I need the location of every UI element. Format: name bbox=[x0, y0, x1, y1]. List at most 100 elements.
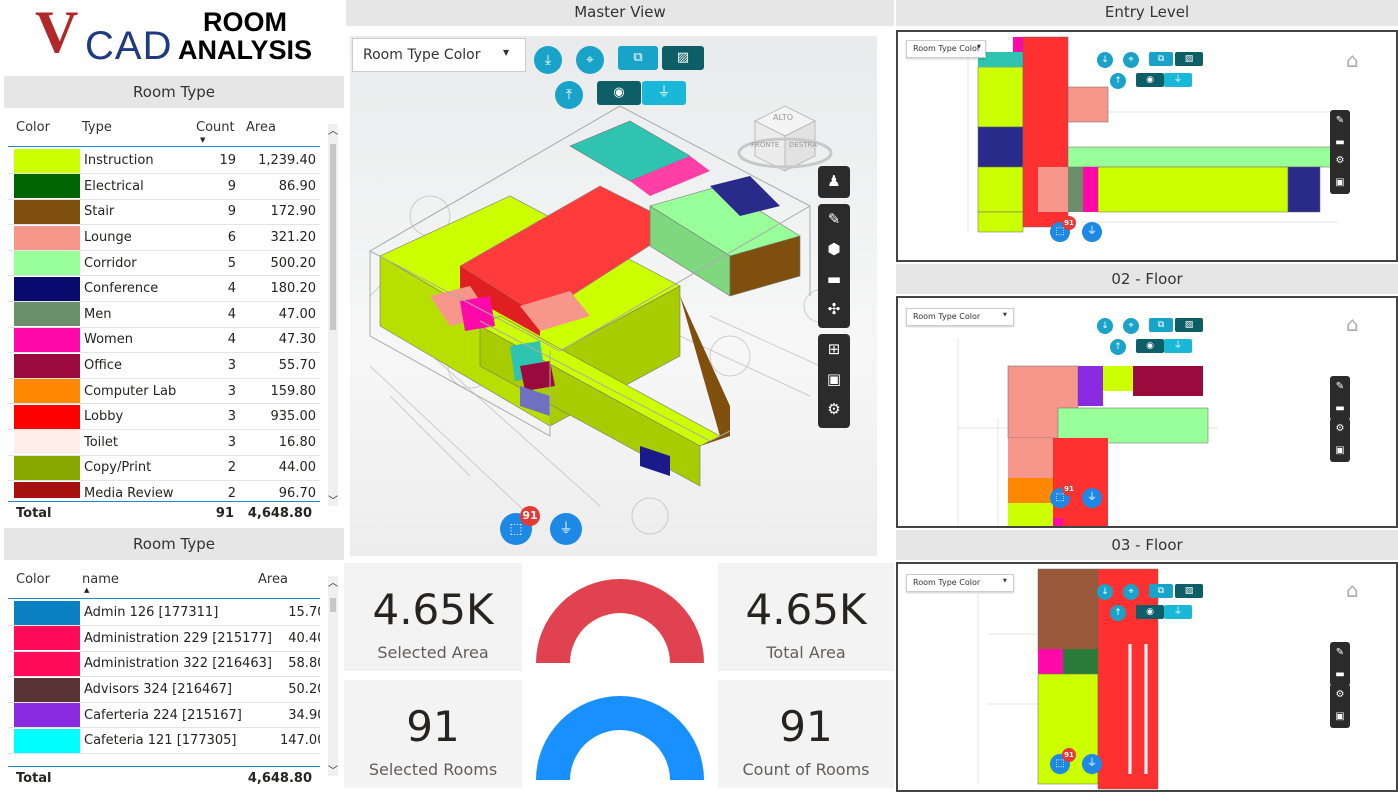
floor3-isolate-button[interactable]: ◉ bbox=[1136, 605, 1164, 619]
clear-filter-button[interactable]: ⏚ bbox=[550, 513, 582, 545]
explode-button[interactable]: ✣ bbox=[818, 294, 850, 324]
floor2-isolate-button[interactable]: ◉ bbox=[1136, 339, 1164, 353]
table-row[interactable]: Toilet 3 16.80 bbox=[8, 429, 320, 456]
table-row[interactable]: Cafeteria 121 [177305]147.00 bbox=[8, 727, 320, 755]
floor2-measure-button[interactable]: ✎ bbox=[1330, 376, 1350, 398]
cube-front-label[interactable]: FRONTE bbox=[751, 141, 780, 149]
cube-right-label[interactable]: DESTRA bbox=[789, 141, 817, 149]
entry-copy-button[interactable]: ⧉ bbox=[1149, 52, 1173, 66]
table-row[interactable]: Admin 126 [177311]15.70 bbox=[8, 600, 320, 627]
table-row[interactable]: Women 4 47.30 bbox=[8, 327, 320, 354]
floor2-copy-button[interactable]: ⧉ bbox=[1149, 318, 1173, 332]
col-header-type[interactable]: Type bbox=[82, 120, 112, 135]
table-row[interactable]: Administration 229 [215177]40.40 bbox=[8, 625, 320, 652]
floor2-clear-filter-button[interactable]: ⏚ bbox=[1082, 488, 1102, 508]
table-row[interactable]: Copy/Print 2 44.00 bbox=[8, 455, 320, 482]
table-row[interactable]: Electrical 9 86.90 bbox=[8, 173, 320, 200]
col-header-area-2[interactable]: Area bbox=[258, 572, 288, 587]
entry-properties-button[interactable]: ▣ bbox=[1330, 172, 1350, 194]
hatch-button[interactable]: ▨ bbox=[662, 46, 704, 70]
table-row[interactable]: Media Review 2 96.70 bbox=[8, 480, 320, 498]
floor2-settings-button[interactable]: ⚙ bbox=[1330, 418, 1350, 440]
floor2-expand-button[interactable]: ↑ bbox=[1110, 339, 1126, 355]
entry-measure-button[interactable]: ✎ bbox=[1330, 110, 1350, 132]
floor2-folder-button[interactable]: ▬ bbox=[1330, 398, 1350, 420]
floor2-viewer[interactable]: Room Type Color ▼ ↓ ⌖ ⧉ ▨ ↑ ◉ ⏚ ⌂ ✎ ▬ ⚙ … bbox=[896, 296, 1398, 528]
floor3-hatch-button[interactable]: ▨ bbox=[1175, 584, 1203, 598]
floor3-home-button[interactable]: ⌂ bbox=[1346, 578, 1359, 602]
col-header-name[interactable]: name bbox=[82, 572, 119, 587]
select-box-button[interactable]: ⬚ bbox=[500, 513, 532, 545]
floor3-clear-filter-button[interactable]: ⏚ bbox=[1082, 754, 1102, 774]
entry-filter-button[interactable]: ⏚ bbox=[1164, 73, 1192, 87]
entry-floor-plan[interactable] bbox=[898, 32, 1398, 262]
table-row[interactable]: Stair 9 172.90 bbox=[8, 199, 320, 226]
table-row[interactable]: Advisors 324 [216467]50.20 bbox=[8, 676, 320, 703]
floor3-copy-button[interactable]: ⧉ bbox=[1149, 584, 1173, 598]
table-row[interactable]: Conference 4 180.20 bbox=[8, 275, 320, 303]
floor3-filter-button[interactable]: ⏚ bbox=[1164, 605, 1192, 619]
table-row[interactable]: Men 4 47.00 bbox=[8, 301, 320, 328]
table-row[interactable]: Lounge 6 321.20 bbox=[8, 224, 320, 251]
collapse-button[interactable]: ⤓ bbox=[534, 46, 562, 74]
section-button[interactable]: ⬢ bbox=[818, 234, 850, 264]
entry-isolate-button[interactable]: ◉ bbox=[1136, 73, 1164, 87]
table-row[interactable]: Corridor 5 500.20 bbox=[8, 250, 320, 277]
crosshair-button[interactable]: ⌖ bbox=[576, 46, 604, 74]
entry-folder-button[interactable]: ▬ bbox=[1330, 132, 1350, 154]
floor2-plan[interactable] bbox=[898, 298, 1398, 528]
floor2-hatch-button[interactable]: ▨ bbox=[1175, 318, 1203, 332]
entry-dropdown[interactable]: Room Type Color ▼ bbox=[906, 40, 986, 58]
table-row[interactable]: Administration 322 [216463]58.80 bbox=[8, 651, 320, 678]
floor3-measure-button[interactable]: ✎ bbox=[1330, 642, 1350, 664]
building-model[interactable] bbox=[350, 36, 877, 556]
entry-clear-filter-button[interactable]: ⏚ bbox=[1082, 222, 1102, 242]
floor3-properties-button[interactable]: ▣ bbox=[1330, 706, 1350, 728]
entry-crosshair-button[interactable]: ⌖ bbox=[1123, 52, 1139, 68]
floor2-filter-button[interactable]: ⏚ bbox=[1164, 339, 1192, 353]
entry-home-button[interactable]: ⌂ bbox=[1346, 48, 1359, 72]
entry-settings-button[interactable]: ⚙ bbox=[1330, 150, 1350, 172]
filter-button[interactable]: ⏚ bbox=[642, 81, 686, 105]
floor2-home-button[interactable]: ⌂ bbox=[1346, 312, 1359, 336]
scroll-thumb[interactable] bbox=[330, 144, 336, 330]
expand-button[interactable]: ⤒ bbox=[555, 81, 583, 109]
room-type-color-dropdown[interactable]: Room Type Color ▼ bbox=[352, 38, 526, 72]
floor3-settings-button[interactable]: ⚙ bbox=[1330, 684, 1350, 706]
col-header-color[interactable]: Color bbox=[16, 120, 50, 135]
col-header-count[interactable]: Count bbox=[196, 120, 235, 135]
measure-button[interactable]: ✎ bbox=[818, 204, 850, 234]
master-3d-viewer[interactable]: ALTO FRONTE DESTRA Room Type Color ▼ ⤓ ⌖… bbox=[350, 36, 877, 556]
settings-button[interactable]: ⚙ bbox=[818, 394, 850, 424]
model-tree-button[interactable]: ⊞ bbox=[818, 334, 850, 364]
floor3-crosshair-button[interactable]: ⌖ bbox=[1123, 584, 1139, 600]
table-row[interactable]: Lobby 3 935.00 bbox=[8, 403, 320, 431]
entry-level-viewer[interactable]: Room Type Color ▼ ↓ ⌖ ⧉ ▨ ↑ ◉ ⏚ ⌂ ✎ ▬ ⚙ … bbox=[896, 30, 1398, 262]
view-cube[interactable]: ALTO FRONTE DESTRA bbox=[735, 91, 835, 191]
col-header-color-2[interactable]: Color bbox=[16, 572, 50, 587]
floor2-properties-button[interactable]: ▣ bbox=[1330, 440, 1350, 462]
scroll-down-icon-2[interactable]: ﹀ bbox=[328, 766, 338, 777]
col-header-area[interactable]: Area bbox=[246, 120, 276, 135]
folder-button[interactable]: ▬ bbox=[818, 264, 850, 294]
person-button[interactable]: ♟ bbox=[818, 166, 850, 196]
cube-top-label[interactable]: ALTO bbox=[773, 113, 794, 122]
entry-expand-button[interactable]: ↑ bbox=[1110, 73, 1126, 89]
floor2-dropdown[interactable]: Room Type Color ▼ bbox=[906, 308, 1014, 326]
table-row[interactable]: Office 3 55.70 bbox=[8, 352, 320, 379]
table-row[interactable]: Instruction 19 1,239.40 bbox=[8, 148, 320, 175]
floor2-crosshair-button[interactable]: ⌖ bbox=[1123, 318, 1139, 334]
scroll-up-icon[interactable]: ︿ bbox=[328, 126, 338, 137]
properties-button[interactable]: ▣ bbox=[818, 364, 850, 394]
scroll-thumb-2[interactable] bbox=[330, 598, 336, 612]
floor3-folder-button[interactable]: ▬ bbox=[1330, 664, 1350, 686]
copy-button[interactable]: ⧉ bbox=[618, 46, 658, 70]
table-row[interactable]: Caferteria 224 [215167]34.90 bbox=[8, 702, 320, 729]
entry-hatch-button[interactable]: ▨ bbox=[1175, 52, 1203, 66]
floor3-plan[interactable] bbox=[898, 564, 1398, 792]
entry-collapse-button[interactable]: ↓ bbox=[1097, 52, 1113, 68]
table2-scrollbar[interactable]: ︿ ﹀ bbox=[328, 576, 338, 777]
table-row[interactable]: Computer Lab 3 159.80 bbox=[8, 378, 320, 405]
scroll-up-icon-2[interactable]: ︿ bbox=[328, 578, 338, 589]
floor3-collapse-button[interactable]: ↓ bbox=[1097, 584, 1113, 600]
